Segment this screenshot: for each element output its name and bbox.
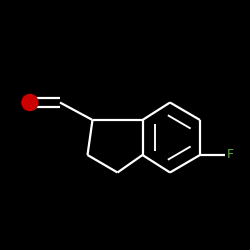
Text: F: F [226,148,234,162]
Circle shape [22,94,38,110]
